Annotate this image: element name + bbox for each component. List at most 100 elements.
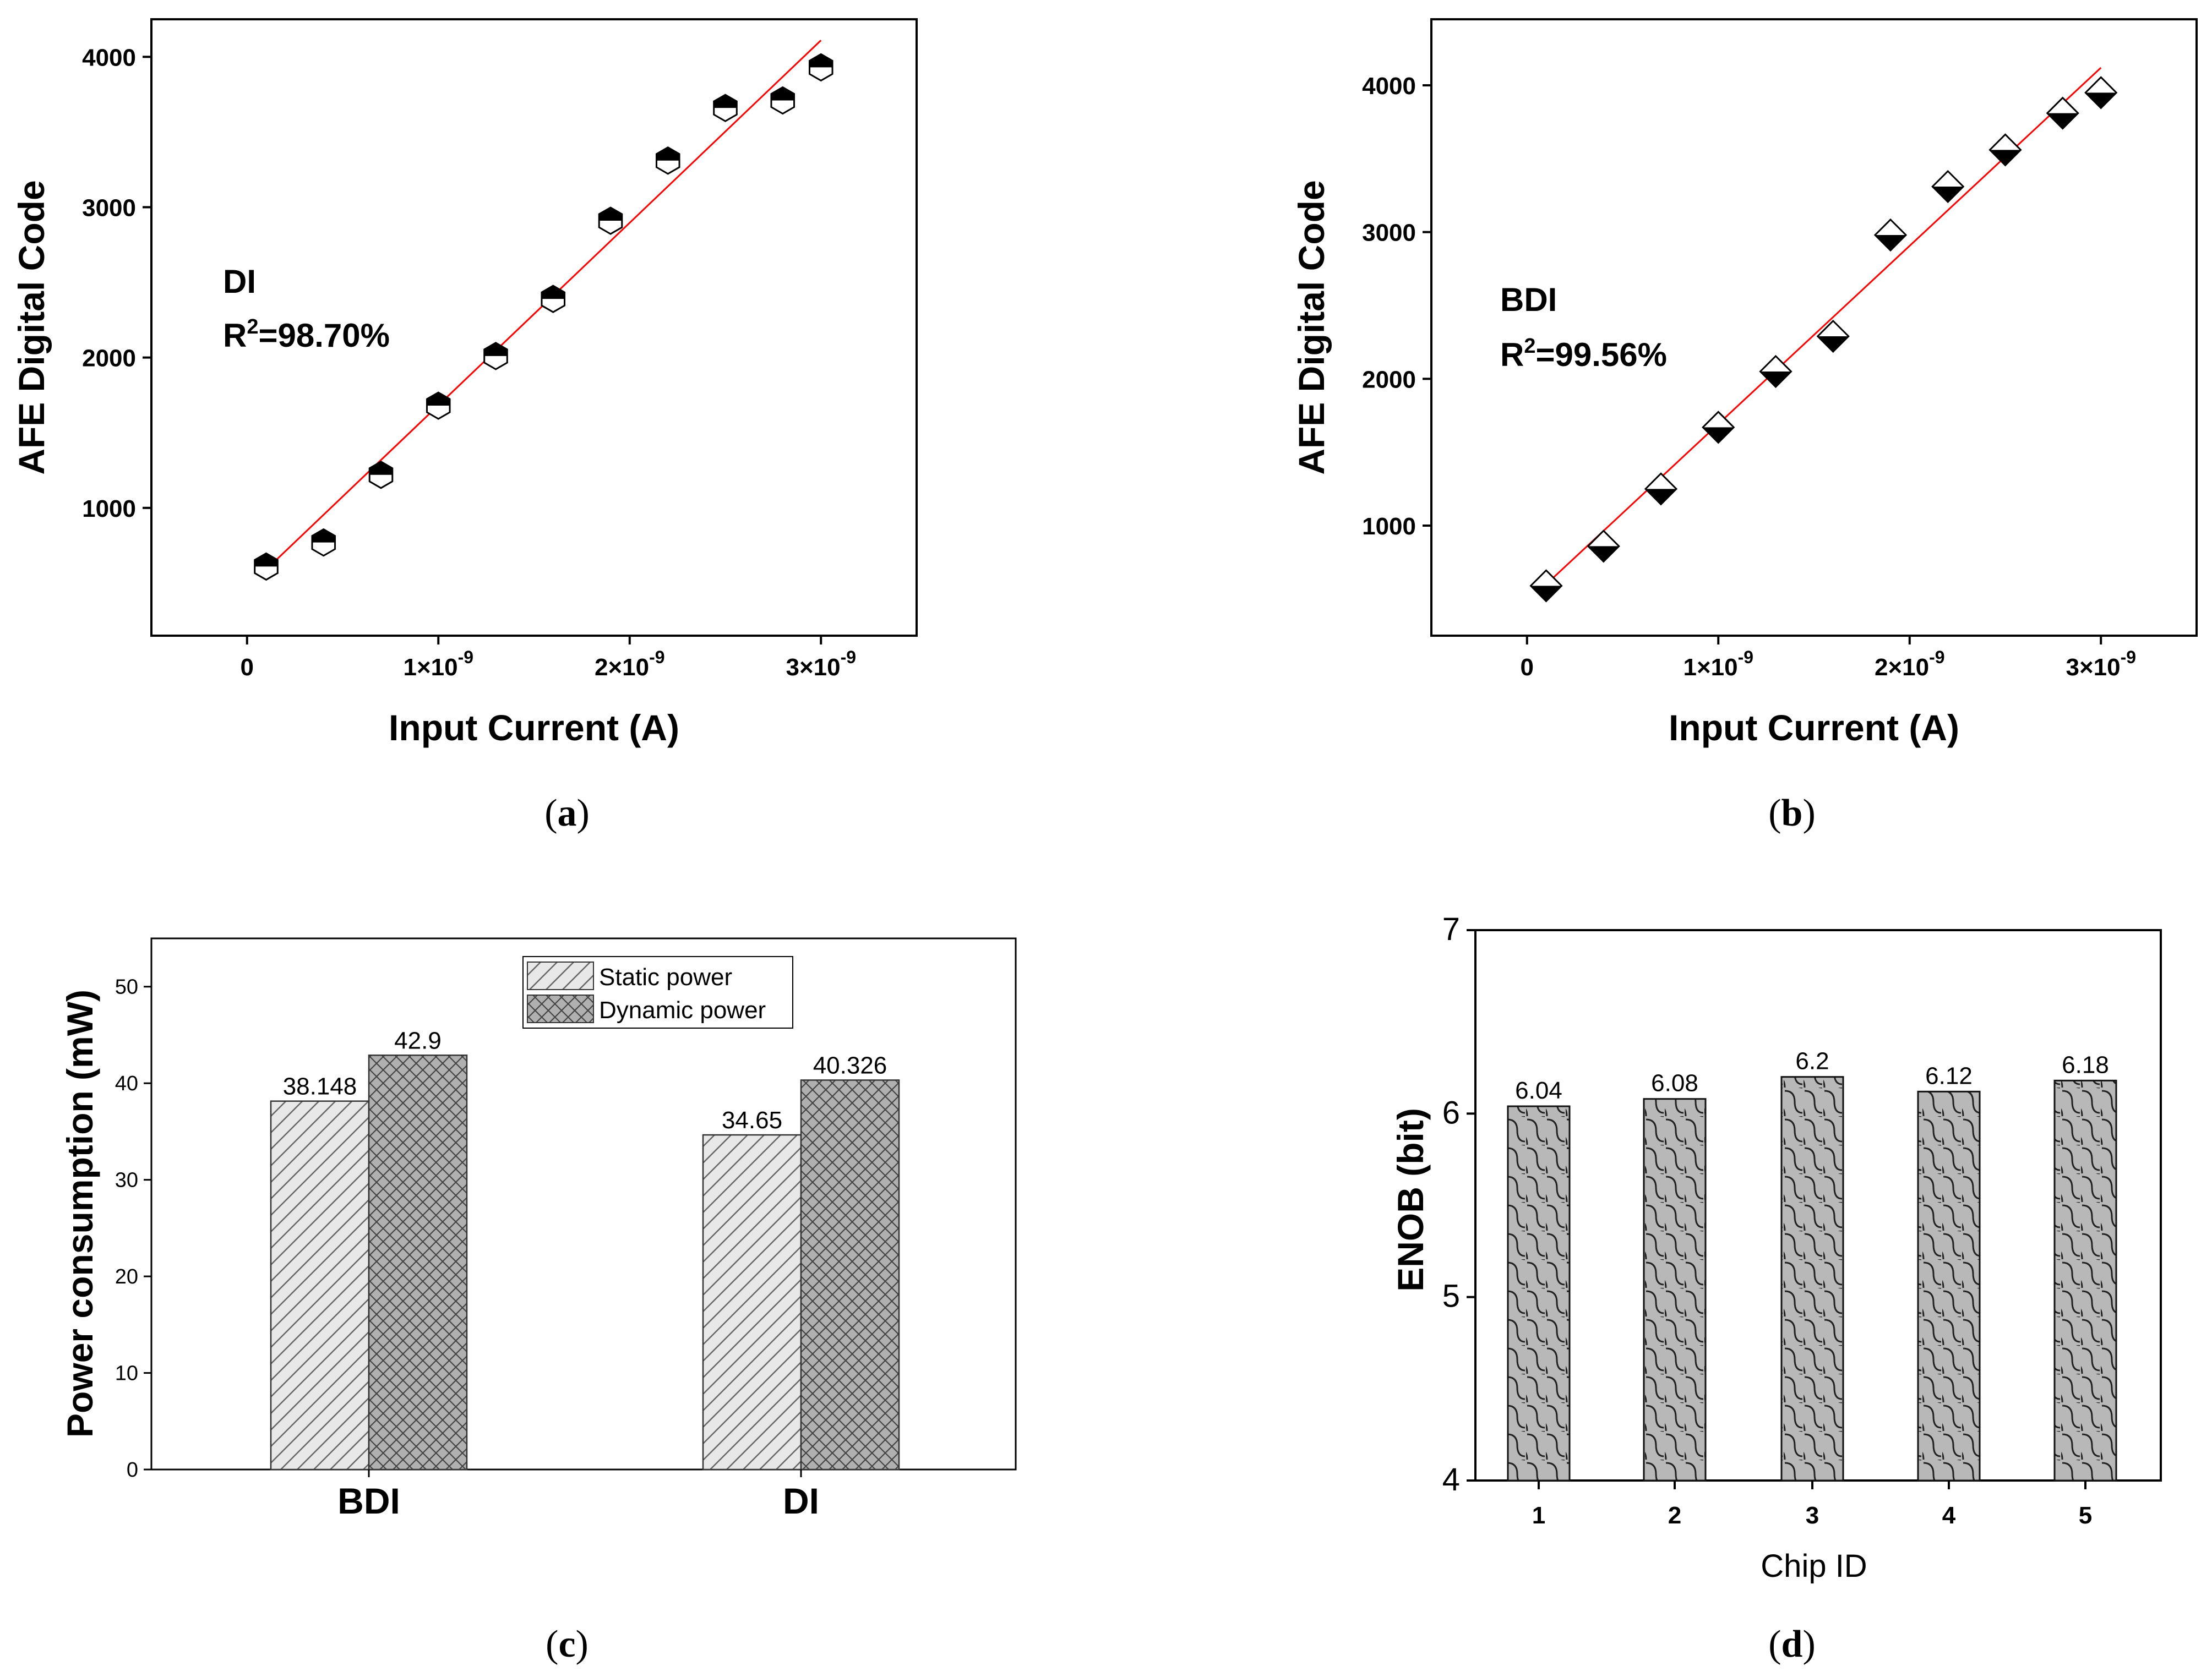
y-tick-label: 7 <box>1442 911 1460 947</box>
x-axis-label-d: Chip ID <box>1761 1548 1867 1584</box>
bar <box>800 1079 900 1471</box>
y-tick-label: 30 <box>115 1169 138 1192</box>
x-tick-label: 3×10-9 <box>2066 647 2136 681</box>
bar-value-label: 42.9 <box>394 1027 442 1054</box>
y-tick-label: 50 <box>115 976 138 999</box>
fit-line-b <box>1545 67 2102 585</box>
annotation-a: DI <box>223 263 256 300</box>
annotation-b: BDI <box>1500 281 1557 318</box>
data-point <box>598 206 623 235</box>
legend-swatch-static <box>527 962 594 990</box>
data-point <box>2046 96 2079 130</box>
x-axis-label-b: Input Current (A) <box>1669 707 1959 748</box>
data-point <box>1931 170 1965 204</box>
bar-value-label: 6.04 <box>1515 1077 1562 1104</box>
bar-value-label: 6.12 <box>1925 1062 1973 1089</box>
y-tick-label: 10 <box>115 1362 138 1385</box>
data-point <box>1873 218 1908 252</box>
panel-caption-c: (c) <box>546 1623 589 1665</box>
data-point <box>368 460 394 489</box>
data-point <box>1816 319 1850 353</box>
y-tick-label: 0 <box>127 1459 138 1482</box>
bar-value-label: 34.65 <box>722 1107 782 1134</box>
legend-c: Static power Dynamic power <box>522 956 793 1029</box>
data-point <box>2084 76 2118 110</box>
y-tick-label: 3000 <box>1362 220 1416 247</box>
bar-value-label: 6.18 <box>2062 1051 2109 1078</box>
x-tick-label: DI <box>783 1481 819 1521</box>
bar <box>1643 1098 1707 1482</box>
y-axis-label-d: ENOB (bit) <box>1390 1108 1431 1292</box>
data-point <box>1587 529 1620 563</box>
data-point <box>1529 569 1563 603</box>
y-tick-label: 6 <box>1442 1095 1460 1130</box>
panel-caption-a: (a) <box>544 792 590 834</box>
y-tick-label: 3000 <box>82 194 136 221</box>
data-point <box>1759 354 1793 389</box>
y-tick-label: 5 <box>1442 1279 1460 1314</box>
data-point <box>254 552 279 581</box>
x-tick-label: 1 <box>1532 1502 1545 1529</box>
plot-frame-a <box>150 18 918 637</box>
y-axis-label-c: Power consumption (mW) <box>59 990 100 1438</box>
bar-value-label: 40.326 <box>813 1052 887 1079</box>
x-tick-label: 3×10-9 <box>786 647 856 681</box>
y-tick-label: 4 <box>1442 1462 1460 1498</box>
r2-annotation-a: R2=98.70% <box>223 315 390 354</box>
x-tick-label: BDI <box>337 1481 400 1521</box>
y-tick-label: 4000 <box>82 44 136 71</box>
y-tick-label: 20 <box>115 1265 138 1288</box>
panel-b: 1000 2000 3000 4000 0 1×10-9 2×10-9 3×10-9 Inp… <box>1291 18 2198 834</box>
y-axis-label-a: AFE Digital Code <box>11 180 52 474</box>
bar <box>1780 1076 1844 1482</box>
x-tick-label: 2×10-9 <box>1875 647 1945 681</box>
legend-label-dynamic: Dynamic power <box>599 997 766 1024</box>
r2-annotation-b: R2=99.56% <box>1500 335 1667 373</box>
bar <box>2053 1079 2117 1482</box>
bar <box>1507 1105 1571 1482</box>
legend-swatch-dynamic <box>527 995 594 1023</box>
x-tick-label: 1×10-9 <box>1683 647 1753 681</box>
bar <box>270 1100 370 1471</box>
data-point <box>655 146 680 175</box>
x-tick-label: 2 <box>1668 1502 1681 1529</box>
data-point <box>1988 133 2022 167</box>
y-tick-label: 4000 <box>1362 73 1416 100</box>
panel-d: 4 5 6 7 6.04 6.08 6.2 6.12 6.18 1 2 3 4 5 Chip ID E… <box>1390 911 2162 1665</box>
bar-value-label: 6.2 <box>1795 1048 1829 1075</box>
plot-frame-c <box>150 937 1017 1471</box>
bar <box>702 1134 802 1471</box>
data-point <box>426 391 451 420</box>
panel-caption-b: (b) <box>1768 792 1816 834</box>
data-point <box>1644 472 1678 506</box>
panel-a: 1000 2000 3000 4000 0 1×10-9 2×10-9 3×10-9 Inp… <box>11 18 918 834</box>
y-tick-label: 40 <box>115 1072 138 1095</box>
data-point <box>770 86 796 115</box>
data-point <box>311 528 336 557</box>
data-point <box>483 342 508 370</box>
y-tick-label: 2000 <box>82 345 136 372</box>
y-axis-label-b: AFE Digital Code <box>1291 180 1332 474</box>
y-tick-label: 1000 <box>1362 513 1416 540</box>
x-tick-label: 4 <box>1942 1502 1956 1529</box>
x-tick-label: 3 <box>1806 1502 1819 1529</box>
bar <box>368 1055 468 1471</box>
bar-value-label: 6.08 <box>1651 1070 1698 1097</box>
bar-value-label: 38.148 <box>283 1073 357 1100</box>
bar <box>1917 1090 1981 1482</box>
x-tick-label: 5 <box>2079 1502 2092 1529</box>
data-point <box>541 285 566 313</box>
x-tick-label: 0 <box>1521 654 1534 681</box>
data-point <box>713 94 738 122</box>
panel-caption-d: (d) <box>1768 1623 1816 1665</box>
y-tick-label: 1000 <box>82 495 136 522</box>
legend-label-static: Static power <box>599 964 732 991</box>
x-tick-label: 1×10-9 <box>403 647 473 681</box>
y-tick-label: 2000 <box>1362 366 1416 393</box>
data-point <box>808 53 833 82</box>
x-tick-label: 2×10-9 <box>595 647 665 681</box>
x-tick-label: 0 <box>241 654 254 681</box>
plot-frame-b <box>1430 18 2198 637</box>
